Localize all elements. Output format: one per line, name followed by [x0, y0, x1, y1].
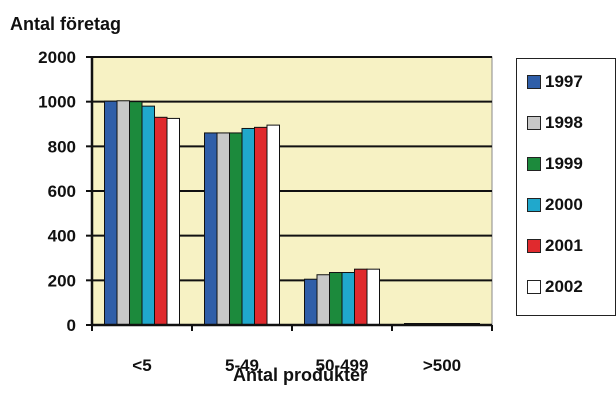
bar: [154, 116, 168, 326]
legend: 1997 1998 1999 2000 2001 2002: [516, 58, 616, 316]
legend-item: 1999: [527, 153, 583, 175]
bar: [216, 132, 230, 326]
y-axis-title: Antal företag: [10, 14, 122, 34]
bar: [204, 132, 218, 326]
bar: [241, 127, 255, 326]
y-tick-label: 2000: [38, 48, 76, 67]
bar: [116, 100, 130, 326]
bar: [129, 101, 143, 326]
legend-label: 1999: [545, 154, 583, 173]
legend-swatch: [527, 239, 541, 253]
legend-swatch: [527, 75, 541, 89]
y-tick-label: 800: [48, 137, 76, 156]
y-tick-label: 600: [48, 182, 76, 201]
x-tick-label: >500: [423, 356, 461, 375]
bar: [254, 126, 268, 326]
y-tick-label: 1000: [38, 93, 76, 112]
y-tick-label: 0: [67, 316, 76, 335]
y-tick-label: 200: [48, 271, 76, 290]
bar: [354, 268, 368, 326]
x-tick-label: 50-499: [316, 356, 369, 375]
legend-swatch: [527, 116, 541, 130]
legend-item: 2000: [527, 194, 583, 216]
legend-label: 2001: [545, 236, 583, 255]
legend-swatch: [527, 280, 541, 294]
x-tick-label: 5-49: [225, 356, 259, 375]
legend-label: 2000: [545, 195, 583, 214]
legend-swatch: [527, 198, 541, 212]
bar: [266, 124, 280, 326]
legend-label: 1997: [545, 72, 583, 91]
bar: [329, 272, 343, 326]
bar: [366, 268, 380, 326]
y-tick-label: 400: [48, 227, 76, 246]
bar: [229, 132, 243, 326]
bar: [166, 117, 180, 326]
bar: [104, 100, 118, 326]
bar: [141, 105, 155, 326]
legend-item: 1997: [527, 71, 583, 93]
legend-label: 2002: [545, 277, 583, 296]
legend-item: 2001: [527, 235, 583, 257]
legend-label: 1998: [545, 113, 583, 132]
legend-item: 2002: [527, 276, 583, 298]
bar: [304, 278, 318, 326]
bar: [316, 274, 330, 326]
x-tick-label: <5: [132, 356, 151, 375]
legend-item: 1998: [527, 112, 583, 134]
bar: [341, 272, 355, 326]
x-axis-title: Antal produkter: [232, 365, 367, 385]
legend-swatch: [527, 157, 541, 171]
